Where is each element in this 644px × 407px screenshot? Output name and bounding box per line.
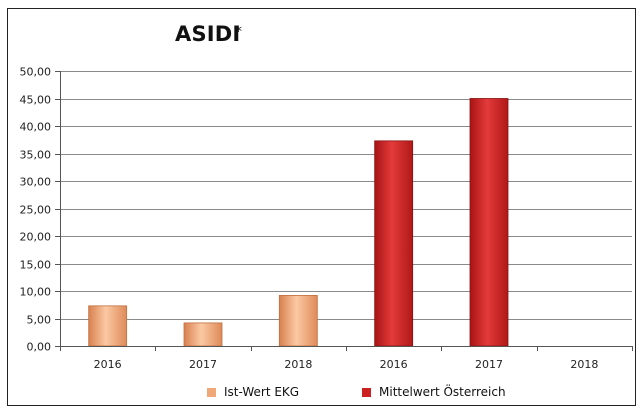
legend-swatch-ist-wert <box>207 387 216 397</box>
bar-mittelwert-2017 <box>469 98 509 347</box>
y-tick-label: 30,00 <box>20 176 52 189</box>
y-tick-label: 45,00 <box>20 94 52 107</box>
y-tick-label: 5,00 <box>27 314 52 327</box>
x-tick-label: 2016 <box>380 358 408 371</box>
legend-item-mittelwert: Mittelwert Österreich <box>362 385 506 399</box>
legend-label-mittelwert: Mittelwert Österreich <box>379 385 506 399</box>
x-tick-label: 2017 <box>475 358 503 371</box>
legend-item-ist-wert: Ist-Wert EKG <box>207 385 299 399</box>
chart-title-mark: * <box>235 24 242 40</box>
x-tick-label: 2018 <box>284 358 312 371</box>
y-tick-label: 0,00 <box>27 341 52 354</box>
bar-mittelwert-2016 <box>374 140 414 347</box>
x-tick-label: 2017 <box>189 358 217 371</box>
x-tick-label: 2016 <box>94 358 122 371</box>
y-tick-label: 25,00 <box>20 204 52 217</box>
bar-ist-wert-2016 <box>88 305 128 347</box>
y-tick-label: 35,00 <box>20 149 52 162</box>
y-tick-label: 15,00 <box>20 259 52 272</box>
x-tick-label: 2018 <box>570 358 598 371</box>
outer-border <box>7 8 636 406</box>
y-tick-label: 10,00 <box>20 286 52 299</box>
y-tick-label: 50,00 <box>20 66 52 79</box>
bar-ist-wert-2017 <box>183 322 223 347</box>
y-tick-label: 20,00 <box>20 231 52 244</box>
bar-ist-wert-2018 <box>278 294 318 347</box>
legend-label-ist-wert: Ist-Wert EKG <box>224 385 300 399</box>
legend-swatch-mittelwert <box>362 387 371 397</box>
y-tick-label: 40,00 <box>20 121 52 134</box>
chart-title: ASIDI <box>175 22 241 46</box>
